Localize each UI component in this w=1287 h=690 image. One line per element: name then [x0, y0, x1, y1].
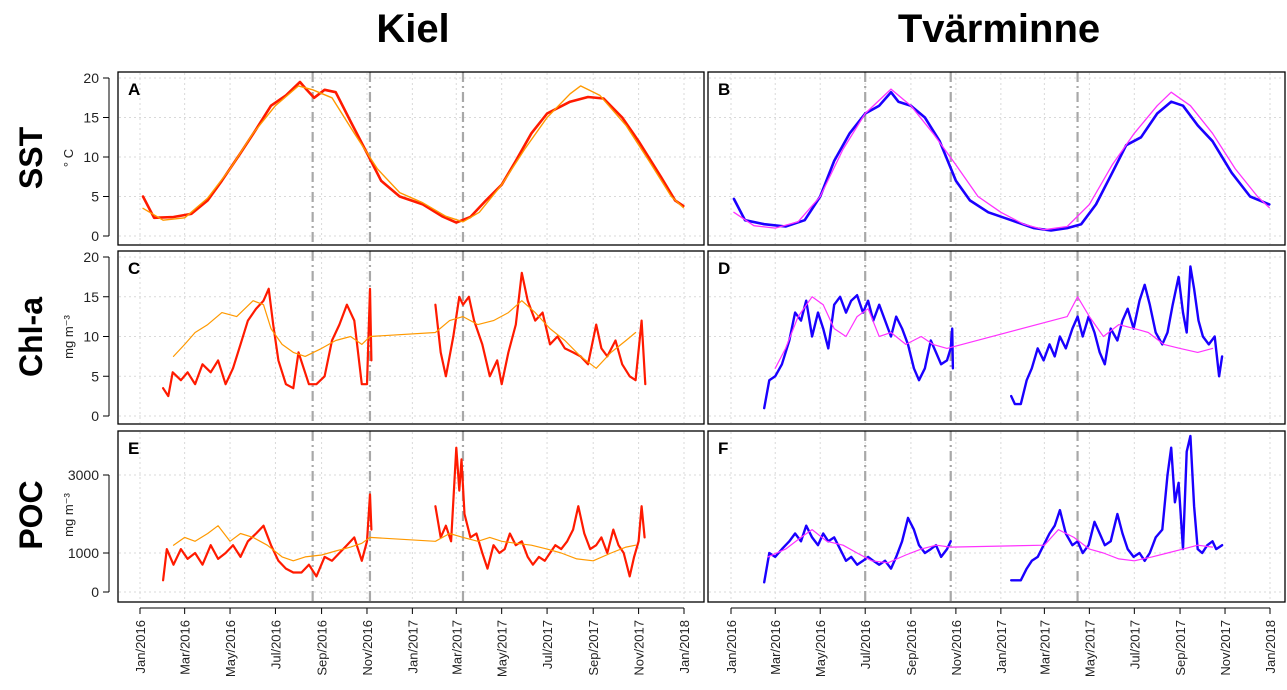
panel-d: D — [707, 250, 1286, 425]
panel-letter-b: B — [718, 80, 730, 99]
y-axis-e: 0 1000 3000 — [68, 467, 110, 600]
series-observed-line-d-0 — [763, 294, 955, 410]
row-title-chla: Chl-a — [13, 297, 49, 377]
x-tick-label: Jul/2016 — [268, 620, 283, 669]
panel-e: E 0 1000 3000 — [68, 430, 705, 603]
y-tick-label: 0 — [91, 584, 99, 600]
x-tick-label: Jan/2017 — [405, 620, 420, 674]
panel-frame — [707, 71, 1286, 246]
panel-letter-a: A — [128, 80, 140, 99]
panel-b: B — [707, 71, 1286, 246]
series-model-line-e-0 — [172, 525, 637, 562]
series-observed-line-d-1 — [1010, 265, 1224, 406]
panel-letter-c: C — [128, 259, 140, 278]
row-title-poc: POC — [13, 480, 49, 549]
row-title-sst: SST — [13, 126, 49, 189]
x-axis-kiel: Jan/2016 Mar/2016 May/2016 Jul/2016 Sep/2016… — [133, 607, 692, 677]
series-observed-line-a-0 — [141, 80, 685, 224]
series-observed-line-c-0 — [162, 287, 373, 398]
y-tick-label: 15 — [83, 110, 99, 126]
x-tick-label: May/2017 — [495, 620, 510, 677]
x-tick-label: Jan/2017 — [994, 620, 1009, 674]
x-tick-label: May/2016 — [223, 620, 238, 677]
series-model-line-f-0 — [767, 529, 1214, 564]
x-tick-label: Jul/2016 — [858, 620, 873, 669]
x-tick-label: Jan/2016 — [724, 620, 739, 674]
panel-f: F — [707, 430, 1286, 603]
x-tick-label: Mar/2016 — [178, 620, 193, 675]
panel-letter-e: E — [128, 439, 139, 458]
panel-c: C 0 5 10 15 20 — [83, 249, 705, 425]
x-tick-label: Mar/2017 — [1037, 620, 1052, 675]
series-model-line-b-0 — [733, 88, 1270, 231]
panel-letter-d: D — [718, 259, 730, 278]
x-tick-label: Nov/2016 — [360, 620, 375, 676]
series-model-line-a-0 — [142, 85, 684, 223]
y-tick-label: 5 — [91, 189, 99, 205]
unit-label-sst: ° C — [61, 149, 76, 167]
series-observed-line-f-1 — [1010, 434, 1224, 582]
column-title-tvarminne: Tvärminne — [898, 7, 1100, 51]
x-tick-label: May/2017 — [1082, 620, 1097, 677]
x-tick-label: Jan/2016 — [133, 620, 148, 674]
panels-layer: A 0 5 10 15 20 B C 0 5 10 15 20 D E 0 1000 3000 F — [68, 70, 1286, 603]
x-axes-layer: Jan/2016 Mar/2016 May/2016 Jul/2016 Sep/2016… — [133, 607, 1278, 677]
series-model-line-c-0 — [172, 300, 637, 369]
y-tick-label: 15 — [83, 289, 99, 305]
y-tick-label: 20 — [83, 70, 99, 86]
y-tick-label: 0 — [91, 408, 99, 424]
y-tick-label: 20 — [83, 249, 99, 265]
x-tick-label: Jan/2018 — [1263, 620, 1278, 674]
x-tick-label: Sep/2016 — [904, 620, 919, 676]
panel-frame — [117, 250, 705, 425]
y-tick-label: 0 — [91, 228, 99, 244]
y-tick-label: 10 — [83, 149, 99, 165]
x-tick-label: Sep/2017 — [586, 620, 601, 676]
x-tick-label: May/2016 — [813, 620, 828, 677]
series-observed-line-c-1 — [434, 271, 647, 386]
x-tick-label: Jul/2017 — [540, 620, 555, 669]
panel-frame — [117, 430, 705, 603]
panel-frame — [707, 430, 1286, 603]
unit-label-chla: mg m⁻³ — [61, 314, 76, 358]
panel-frame — [707, 250, 1286, 425]
series-observed-line-f-0 — [763, 516, 952, 584]
x-tick-label: Nov/2016 — [949, 620, 964, 676]
y-axis-a: 0 5 10 15 20 — [83, 70, 110, 244]
column-title-kiel: Kiel — [376, 7, 449, 51]
y-tick-label: 3000 — [68, 467, 99, 483]
panel-a: A 0 5 10 15 20 — [83, 70, 705, 246]
series-model-line-d-0 — [774, 296, 1214, 369]
x-tick-label: Mar/2017 — [449, 620, 464, 675]
x-tick-label: Nov/2017 — [632, 620, 647, 676]
series-observed-line-e-0 — [162, 493, 373, 582]
y-tick-label: 10 — [83, 329, 99, 345]
x-tick-label: Nov/2017 — [1218, 620, 1233, 676]
x-tick-label: Sep/2016 — [315, 620, 330, 676]
y-tick-label: 5 — [91, 368, 99, 384]
x-tick-label: Jan/2018 — [677, 620, 692, 674]
y-tick-label: 1000 — [68, 545, 99, 561]
y-axis-c: 0 5 10 15 20 — [83, 249, 110, 424]
panel-frame — [117, 71, 705, 246]
x-axis-tvarminne: Jan/2016 Mar/2016 May/2016 Jul/2016 Sep/2016… — [724, 607, 1278, 677]
series-observed-line-b-0 — [732, 90, 1271, 232]
x-tick-label: Sep/2017 — [1173, 620, 1188, 676]
x-tick-label: Mar/2016 — [768, 620, 783, 675]
series-observed-line-e-1 — [434, 446, 646, 578]
x-tick-label: Jul/2017 — [1127, 620, 1142, 669]
unit-label-poc: mg m⁻³ — [61, 492, 76, 536]
panel-letter-f: F — [718, 439, 728, 458]
